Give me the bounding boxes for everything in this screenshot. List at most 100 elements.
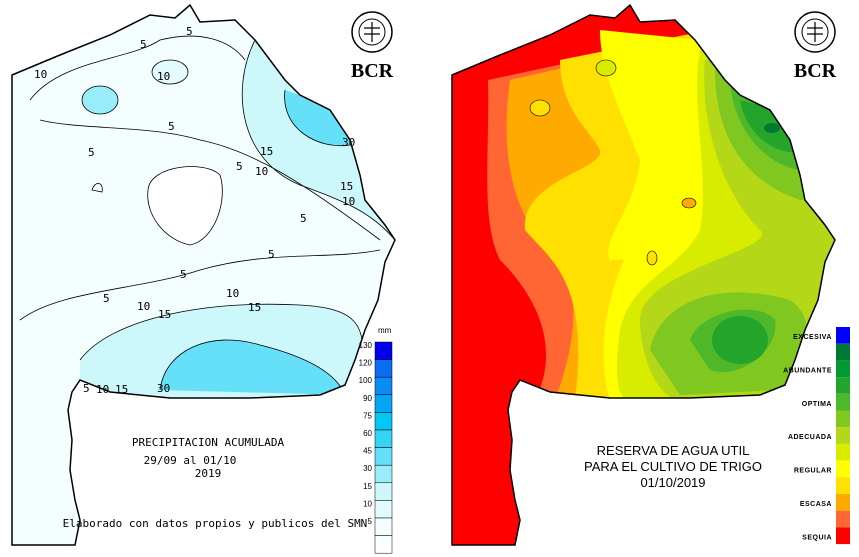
legend-swatch xyxy=(374,482,393,501)
contour-label: 15 xyxy=(340,180,353,193)
legend-value: 90 xyxy=(363,394,372,403)
legend-value: 130 xyxy=(359,341,373,350)
contour-label: 30 xyxy=(342,136,355,149)
contour-label: 10 xyxy=(96,383,109,396)
zone-abundante xyxy=(764,123,780,133)
legend-value: 75 xyxy=(363,411,372,420)
region-south-30mm xyxy=(160,340,345,395)
legend-swatch xyxy=(374,500,393,519)
bcr-logo-right: BCR xyxy=(794,11,837,82)
legend-swatch xyxy=(836,427,850,444)
legend-swatch xyxy=(836,510,850,528)
zone-south-abundante xyxy=(712,316,768,364)
legend-label: ADECUADA xyxy=(788,434,832,441)
contour-label: 5 xyxy=(236,160,243,173)
legend-swatch xyxy=(836,360,850,378)
region-10mm-n xyxy=(152,60,188,84)
legend-swatch xyxy=(836,393,850,411)
precipitation-map: 5 10 10 5 5 15 10 15 10 30 5 5 5 10 15 5… xyxy=(11,4,396,554)
contour-label: 5 xyxy=(103,292,110,305)
precip-credit: Elaborado con datos propios y publicos d… xyxy=(63,517,368,530)
water-title-line2: PARA EL CULTIVO DE TRIGO xyxy=(584,459,762,474)
legend-label: ESCASA xyxy=(800,501,832,508)
contour-label: 5 xyxy=(186,25,193,38)
contour-label: 5 xyxy=(88,146,95,159)
legend-value: 30 xyxy=(363,464,372,473)
contour-label: 5 xyxy=(268,248,275,261)
water-legend: EXCESIVA ABUNDANTE OPTIMA ADECUADA REGULAR ES… xyxy=(783,327,850,545)
legend-value: 120 xyxy=(359,359,373,368)
legend-unit: mm xyxy=(378,326,392,335)
precip-period: 29/09 al 01/10 xyxy=(144,454,237,467)
contour-label: 10 xyxy=(255,165,268,178)
contour-label: 5 xyxy=(180,268,187,281)
legend-value: 5 xyxy=(368,517,373,526)
legend-label: EXCESIVA xyxy=(793,334,832,341)
legend-swatch xyxy=(836,527,850,545)
contour-label: 15 xyxy=(248,301,261,314)
precip-year: 2019 xyxy=(195,467,222,480)
seal-inner-icon xyxy=(801,18,829,46)
contour-label: 15 xyxy=(260,145,273,158)
legend-swatch xyxy=(836,410,850,428)
contour-label: 10 xyxy=(137,300,150,313)
scales-icon xyxy=(364,22,380,42)
legend-swatch xyxy=(374,464,393,484)
legend-swatch xyxy=(836,443,850,461)
contour-labels: 5 10 10 5 5 15 10 15 10 30 5 5 5 10 15 5… xyxy=(34,25,355,396)
isolines xyxy=(19,35,395,396)
seal-inner-icon xyxy=(358,18,386,46)
legend-label: SEQUIA xyxy=(802,534,832,541)
legend-swatch xyxy=(836,477,850,494)
legend-swatch xyxy=(836,377,850,394)
legend-swatch xyxy=(836,494,850,511)
legend-swatch xyxy=(836,460,850,478)
legend-label: ABUNDANTE xyxy=(783,367,832,374)
precip-title: PRECIPITACION ACUMULADA xyxy=(132,436,285,449)
patch-center xyxy=(681,197,697,209)
legend-swatch xyxy=(374,359,393,378)
region-dry-center xyxy=(147,166,223,246)
water-reserve-map: RESERVA DE AGUA UTIL PARA EL CULTIVO DE … xyxy=(451,4,850,546)
contour-label: 10 xyxy=(34,68,47,81)
legend-swatch xyxy=(374,447,393,466)
legend-value: 15 xyxy=(363,482,372,491)
scales-icon xyxy=(807,22,823,42)
contour-label: 5 xyxy=(300,212,307,225)
legend-value: 10 xyxy=(363,499,372,508)
legend-swatch xyxy=(374,376,393,396)
legend-swatch xyxy=(374,535,393,554)
legend-label: REGULAR xyxy=(794,468,832,475)
contour-label: 10 xyxy=(342,195,355,208)
legend-label: OPTIMA xyxy=(802,401,832,408)
legend-swatch xyxy=(836,343,850,361)
legend-swatch xyxy=(374,517,393,536)
legend-swatch xyxy=(836,327,850,344)
contour-label: 15 xyxy=(115,383,128,396)
water-date: 01/10/2019 xyxy=(640,475,705,490)
contour-label: 5 xyxy=(140,38,147,51)
contour-label: 15 xyxy=(158,308,171,321)
contour-label: 10 xyxy=(157,70,170,83)
bcr-logo-left: BCR xyxy=(351,11,394,82)
patch-n xyxy=(595,59,617,77)
legend-swatch xyxy=(374,341,393,360)
contour-label: 10 xyxy=(226,287,239,300)
contour-label: 30 xyxy=(157,382,170,395)
logo-text: BCR xyxy=(794,60,837,82)
contour-label: 5 xyxy=(83,382,90,395)
legend-value: 45 xyxy=(363,447,372,456)
patch-center-south xyxy=(646,250,658,266)
legend-value: 100 xyxy=(359,376,373,385)
region-high-nw xyxy=(82,86,118,114)
patch-nw xyxy=(529,99,551,117)
legend-swatch xyxy=(374,394,393,413)
region-30mm xyxy=(284,90,350,146)
contour-label: 5 xyxy=(168,120,175,133)
logo-text: BCR xyxy=(351,60,394,82)
legend-swatch xyxy=(374,412,393,431)
legend-swatch xyxy=(374,429,393,448)
water-title-line1: RESERVA DE AGUA UTIL xyxy=(597,443,750,458)
